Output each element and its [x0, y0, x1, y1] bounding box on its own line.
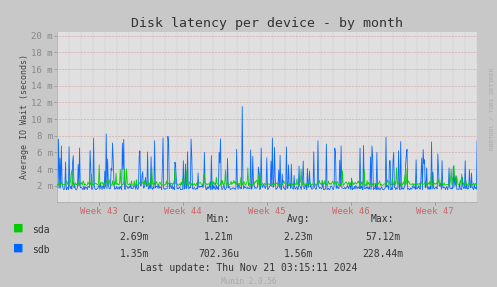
Text: Min:: Min: — [207, 214, 231, 224]
Text: 1.21m: 1.21m — [204, 232, 234, 242]
Text: 228.44m: 228.44m — [362, 249, 403, 259]
Text: Munin 2.0.56: Munin 2.0.56 — [221, 277, 276, 286]
Title: Disk latency per device - by month: Disk latency per device - by month — [131, 18, 403, 30]
Text: ■: ■ — [13, 223, 24, 233]
Text: Cur:: Cur: — [122, 214, 146, 224]
Text: sda: sda — [32, 225, 50, 235]
Y-axis label: Average IO Wait (seconds): Average IO Wait (seconds) — [20, 55, 29, 179]
Text: 57.12m: 57.12m — [365, 232, 400, 242]
Text: Last update: Thu Nov 21 03:15:11 2024: Last update: Thu Nov 21 03:15:11 2024 — [140, 263, 357, 273]
Text: 2.69m: 2.69m — [119, 232, 149, 242]
Text: Max:: Max: — [371, 214, 395, 224]
Text: 702.36u: 702.36u — [198, 249, 239, 259]
Text: sdb: sdb — [32, 245, 50, 255]
Text: 2.23m: 2.23m — [283, 232, 313, 242]
Text: RRDTOOL / TOBI OETIKER: RRDTOOL / TOBI OETIKER — [489, 68, 494, 150]
Text: 1.35m: 1.35m — [119, 249, 149, 259]
Text: 1.56m: 1.56m — [283, 249, 313, 259]
Text: Avg:: Avg: — [286, 214, 310, 224]
Text: ■: ■ — [13, 243, 24, 253]
